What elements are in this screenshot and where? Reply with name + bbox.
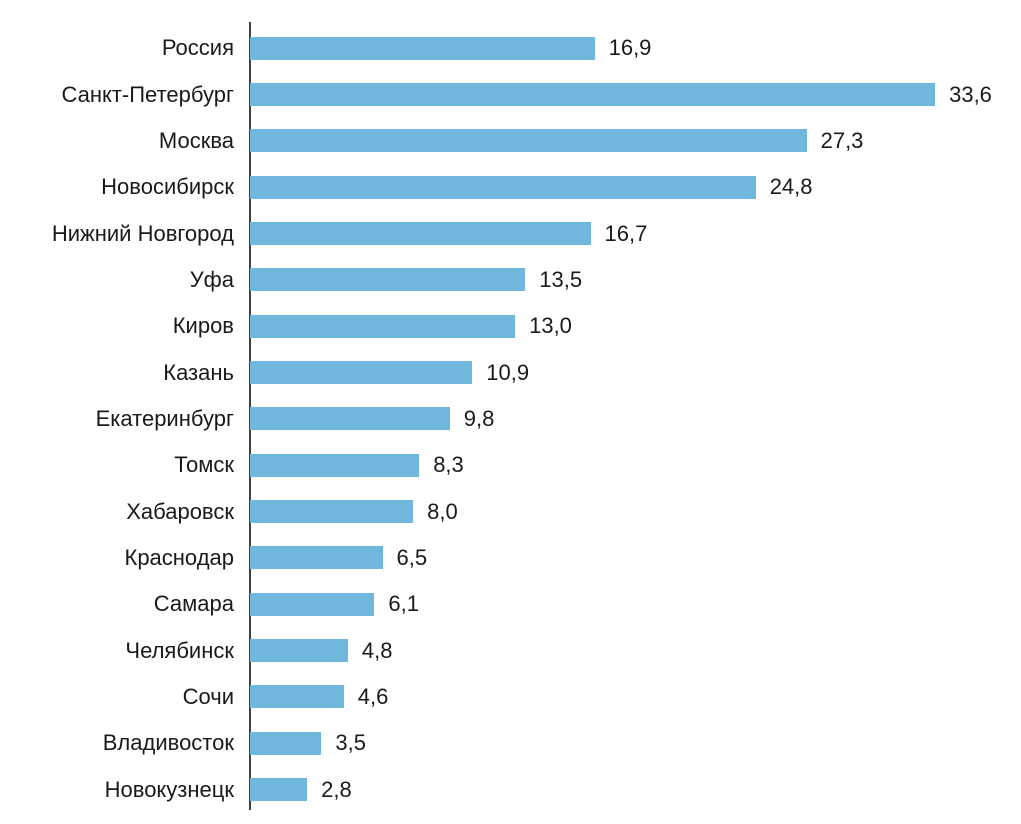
value-label: 27,3 [820,127,864,153]
value-label: 8,3 [433,452,464,478]
bar [250,36,595,60]
category-label: Хабаровск [126,498,234,524]
bar [250,546,383,570]
chart-rows: Россия 16,9 Санкт-Петербург 33,6 Москва 27,3 Н… [0,25,1021,813]
chart-row: Киров 13,0 [0,303,1021,349]
category-label: Новокузнецк [104,776,234,802]
value-label: 8,0 [427,498,458,524]
category-label: Владивосток [102,730,234,756]
value-label: 6,5 [396,544,428,570]
value-label: 13,0 [529,313,572,339]
category-label: Самара [153,591,234,617]
bar [250,453,420,477]
category-label: Новосибирск [101,174,234,200]
category-label: Уфа [189,266,234,292]
value-label: 9,8 [463,405,495,431]
category-label: Сочи [182,683,234,709]
value-label: 6,1 [388,591,419,617]
value-label: 33,6 [949,81,992,107]
bar [250,592,375,616]
chart-row: Екатеринбург 9,8 [0,396,1021,442]
category-label: Челябинск [125,637,234,663]
bar [250,778,308,802]
chart-row: Уфа 13,5 [0,257,1021,303]
category-label: Казань [163,359,234,385]
chart-row: Новосибирск 24,8 [0,164,1021,210]
chart-row: Сочи 4,6 [0,674,1021,720]
category-label: Россия [161,35,234,61]
category-label: Краснодар [124,544,235,570]
value-label: 4,8 [361,637,393,663]
value-label: 16,7 [604,220,648,246]
chart-row: Нижний Новгород 16,7 [0,210,1021,256]
bar [250,407,450,431]
chart-row: Санкт-Петербург 33,6 [0,71,1021,117]
chart-row: Краснодар 6,5 [0,535,1021,581]
chart-row: Москва 27,3 [0,118,1021,164]
chart-row: Хабаровск 8,0 [0,488,1021,534]
bar [250,639,348,663]
category-label: Санкт-Петербург [61,81,234,107]
bar [250,83,936,107]
bar [250,731,322,755]
bar [250,500,414,524]
category-label: Екатеринбург [95,405,234,431]
category-label: Нижний Новгород [51,220,234,246]
chart-row: Новокузнецк 2,8 [0,767,1021,813]
category-label: Киров [172,313,234,339]
value-label: 3,5 [335,730,366,756]
bar [250,685,344,709]
category-label: Томск [174,452,234,478]
chart-row: Россия 16,9 [0,25,1021,71]
value-label: 4,6 [357,683,389,709]
chart-row: Челябинск 4,8 [0,627,1021,673]
bar [250,361,473,385]
chart-row: Томск 8,3 [0,442,1021,488]
value-label: 24,8 [769,174,813,200]
value-label: 10,9 [486,359,530,385]
value-label: 2,8 [321,776,352,802]
bar [250,268,526,292]
chart-row: Владивосток 3,5 [0,720,1021,766]
bar [250,129,807,153]
chart-row: Самара 6,1 [0,581,1021,627]
category-label: Москва [158,127,234,153]
bar [250,314,516,338]
value-label: 13,5 [539,266,583,292]
bar [250,175,756,199]
bar [250,222,591,246]
value-label: 16,9 [608,35,652,61]
chart-row: Казань 10,9 [0,349,1021,395]
